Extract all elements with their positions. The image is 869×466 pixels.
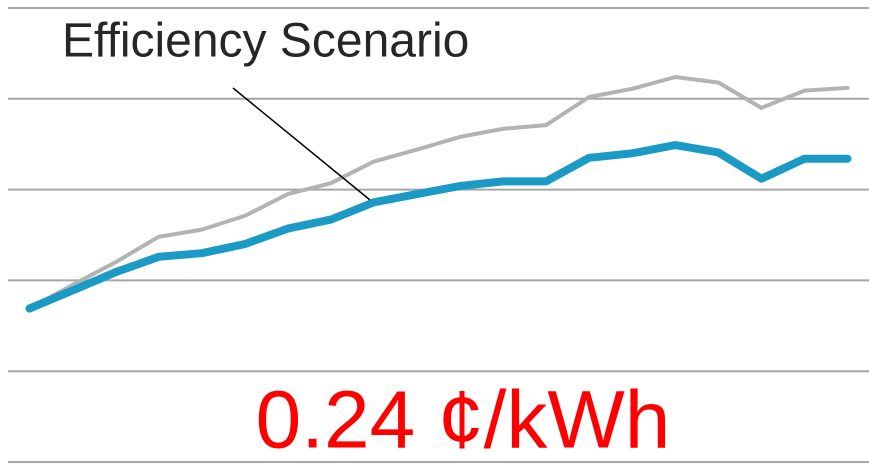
leader-line	[232, 87, 371, 201]
series-line	[27, 75, 850, 311]
lines	[25, 75, 852, 313]
series-line	[25, 141, 852, 313]
price-annotation: 0.24 ¢/kWh	[256, 375, 671, 466]
grid	[8, 7, 869, 463]
annotation: Efficiency Scenario	[62, 15, 469, 68]
